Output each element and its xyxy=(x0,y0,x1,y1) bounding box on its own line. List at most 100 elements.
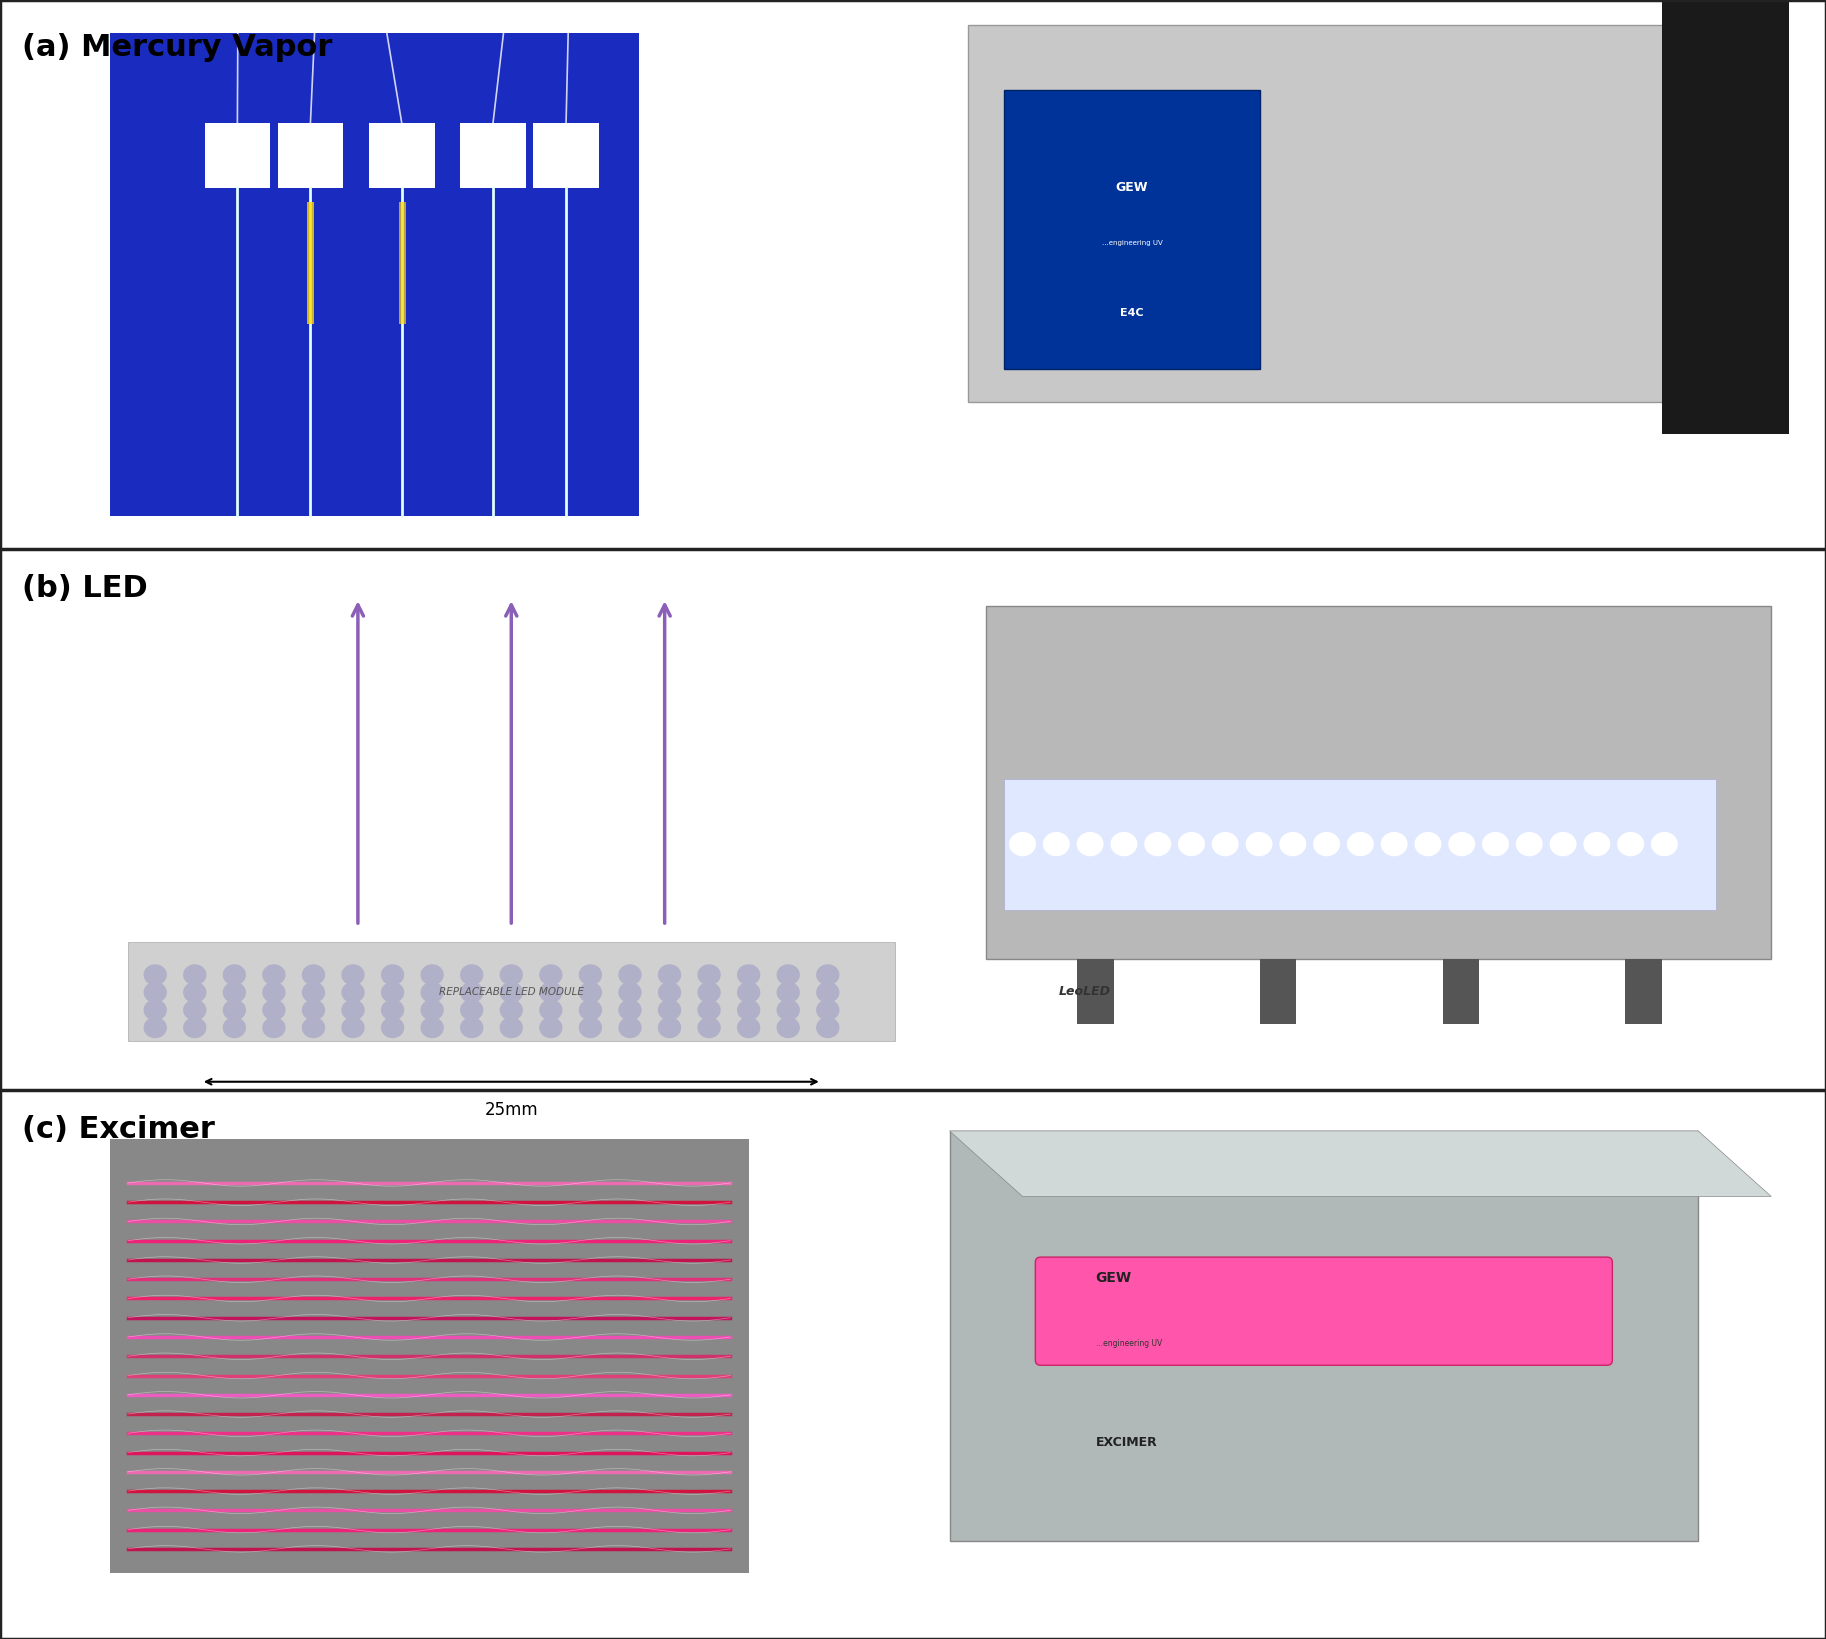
Text: (c) Excimer: (c) Excimer xyxy=(22,1115,215,1144)
Circle shape xyxy=(184,965,206,985)
Circle shape xyxy=(1145,833,1170,856)
Circle shape xyxy=(500,1000,522,1019)
Circle shape xyxy=(1280,833,1306,856)
FancyBboxPatch shape xyxy=(110,1139,749,1573)
FancyBboxPatch shape xyxy=(128,942,895,1041)
Circle shape xyxy=(1583,833,1609,856)
Circle shape xyxy=(1450,833,1474,856)
Text: E4C: E4C xyxy=(1121,308,1143,318)
Circle shape xyxy=(1010,833,1035,856)
Circle shape xyxy=(698,983,719,1001)
Circle shape xyxy=(1550,833,1576,856)
Circle shape xyxy=(223,1000,245,1019)
Circle shape xyxy=(144,1018,166,1037)
Circle shape xyxy=(659,1000,681,1019)
Circle shape xyxy=(619,1018,641,1037)
Circle shape xyxy=(540,965,562,985)
FancyBboxPatch shape xyxy=(205,123,270,188)
Circle shape xyxy=(579,983,601,1001)
Circle shape xyxy=(778,965,800,985)
Circle shape xyxy=(579,1000,601,1019)
Circle shape xyxy=(460,1000,482,1019)
Circle shape xyxy=(1212,833,1238,856)
Circle shape xyxy=(540,983,562,1001)
Circle shape xyxy=(540,1000,562,1019)
Circle shape xyxy=(303,965,325,985)
Circle shape xyxy=(659,1018,681,1037)
Circle shape xyxy=(778,983,800,1001)
Circle shape xyxy=(223,965,245,985)
Circle shape xyxy=(619,983,641,1001)
Circle shape xyxy=(579,1018,601,1037)
Circle shape xyxy=(223,1018,245,1037)
Circle shape xyxy=(816,1018,838,1037)
Circle shape xyxy=(382,1018,404,1037)
FancyBboxPatch shape xyxy=(1260,959,1296,1024)
Circle shape xyxy=(1110,833,1136,856)
FancyBboxPatch shape xyxy=(1662,0,1789,434)
FancyBboxPatch shape xyxy=(1004,779,1716,910)
Circle shape xyxy=(738,1018,760,1037)
Circle shape xyxy=(144,1000,166,1019)
Circle shape xyxy=(341,983,363,1001)
Text: GEW: GEW xyxy=(1096,1272,1132,1285)
Circle shape xyxy=(382,1000,404,1019)
Circle shape xyxy=(460,965,482,985)
FancyBboxPatch shape xyxy=(533,123,599,188)
Circle shape xyxy=(341,965,363,985)
Circle shape xyxy=(500,983,522,1001)
Circle shape xyxy=(341,1000,363,1019)
Circle shape xyxy=(263,965,285,985)
Circle shape xyxy=(738,983,760,1001)
FancyBboxPatch shape xyxy=(950,1131,1698,1541)
FancyBboxPatch shape xyxy=(1004,90,1260,369)
Circle shape xyxy=(263,1000,285,1019)
Circle shape xyxy=(1077,833,1103,856)
Circle shape xyxy=(1516,833,1541,856)
Circle shape xyxy=(1483,833,1508,856)
Circle shape xyxy=(1315,833,1338,856)
Circle shape xyxy=(659,983,681,1001)
Circle shape xyxy=(738,1000,760,1019)
Circle shape xyxy=(460,1018,482,1037)
FancyBboxPatch shape xyxy=(1625,959,1662,1024)
FancyBboxPatch shape xyxy=(968,25,1771,402)
Circle shape xyxy=(144,965,166,985)
Circle shape xyxy=(1382,833,1406,856)
Circle shape xyxy=(500,965,522,985)
Circle shape xyxy=(303,1000,325,1019)
Circle shape xyxy=(659,965,681,985)
Circle shape xyxy=(303,1018,325,1037)
Circle shape xyxy=(1348,833,1373,856)
Circle shape xyxy=(144,983,166,1001)
Polygon shape xyxy=(950,1131,1771,1196)
Circle shape xyxy=(540,1018,562,1037)
Text: (b) LED: (b) LED xyxy=(22,574,148,603)
Circle shape xyxy=(422,1018,444,1037)
Text: 25mm: 25mm xyxy=(484,1101,539,1119)
Circle shape xyxy=(1245,833,1271,856)
FancyBboxPatch shape xyxy=(278,123,343,188)
Circle shape xyxy=(816,965,838,985)
Circle shape xyxy=(184,983,206,1001)
Circle shape xyxy=(460,983,482,1001)
Circle shape xyxy=(341,1018,363,1037)
Circle shape xyxy=(382,965,404,985)
Text: REPLACEABLE LED MODULE: REPLACEABLE LED MODULE xyxy=(438,987,584,997)
Circle shape xyxy=(184,1000,206,1019)
FancyBboxPatch shape xyxy=(1035,1257,1612,1365)
Circle shape xyxy=(223,983,245,1001)
Circle shape xyxy=(738,965,760,985)
FancyBboxPatch shape xyxy=(110,33,639,516)
Circle shape xyxy=(816,983,838,1001)
Circle shape xyxy=(303,983,325,1001)
Circle shape xyxy=(500,1018,522,1037)
Circle shape xyxy=(579,965,601,985)
FancyBboxPatch shape xyxy=(460,123,526,188)
Text: ...engineering UV: ...engineering UV xyxy=(1101,241,1163,246)
Circle shape xyxy=(698,1000,719,1019)
FancyBboxPatch shape xyxy=(1443,959,1479,1024)
Text: (a) Mercury Vapor: (a) Mercury Vapor xyxy=(22,33,332,62)
Text: ...engineering UV: ...engineering UV xyxy=(1096,1339,1161,1349)
Circle shape xyxy=(1180,833,1205,856)
